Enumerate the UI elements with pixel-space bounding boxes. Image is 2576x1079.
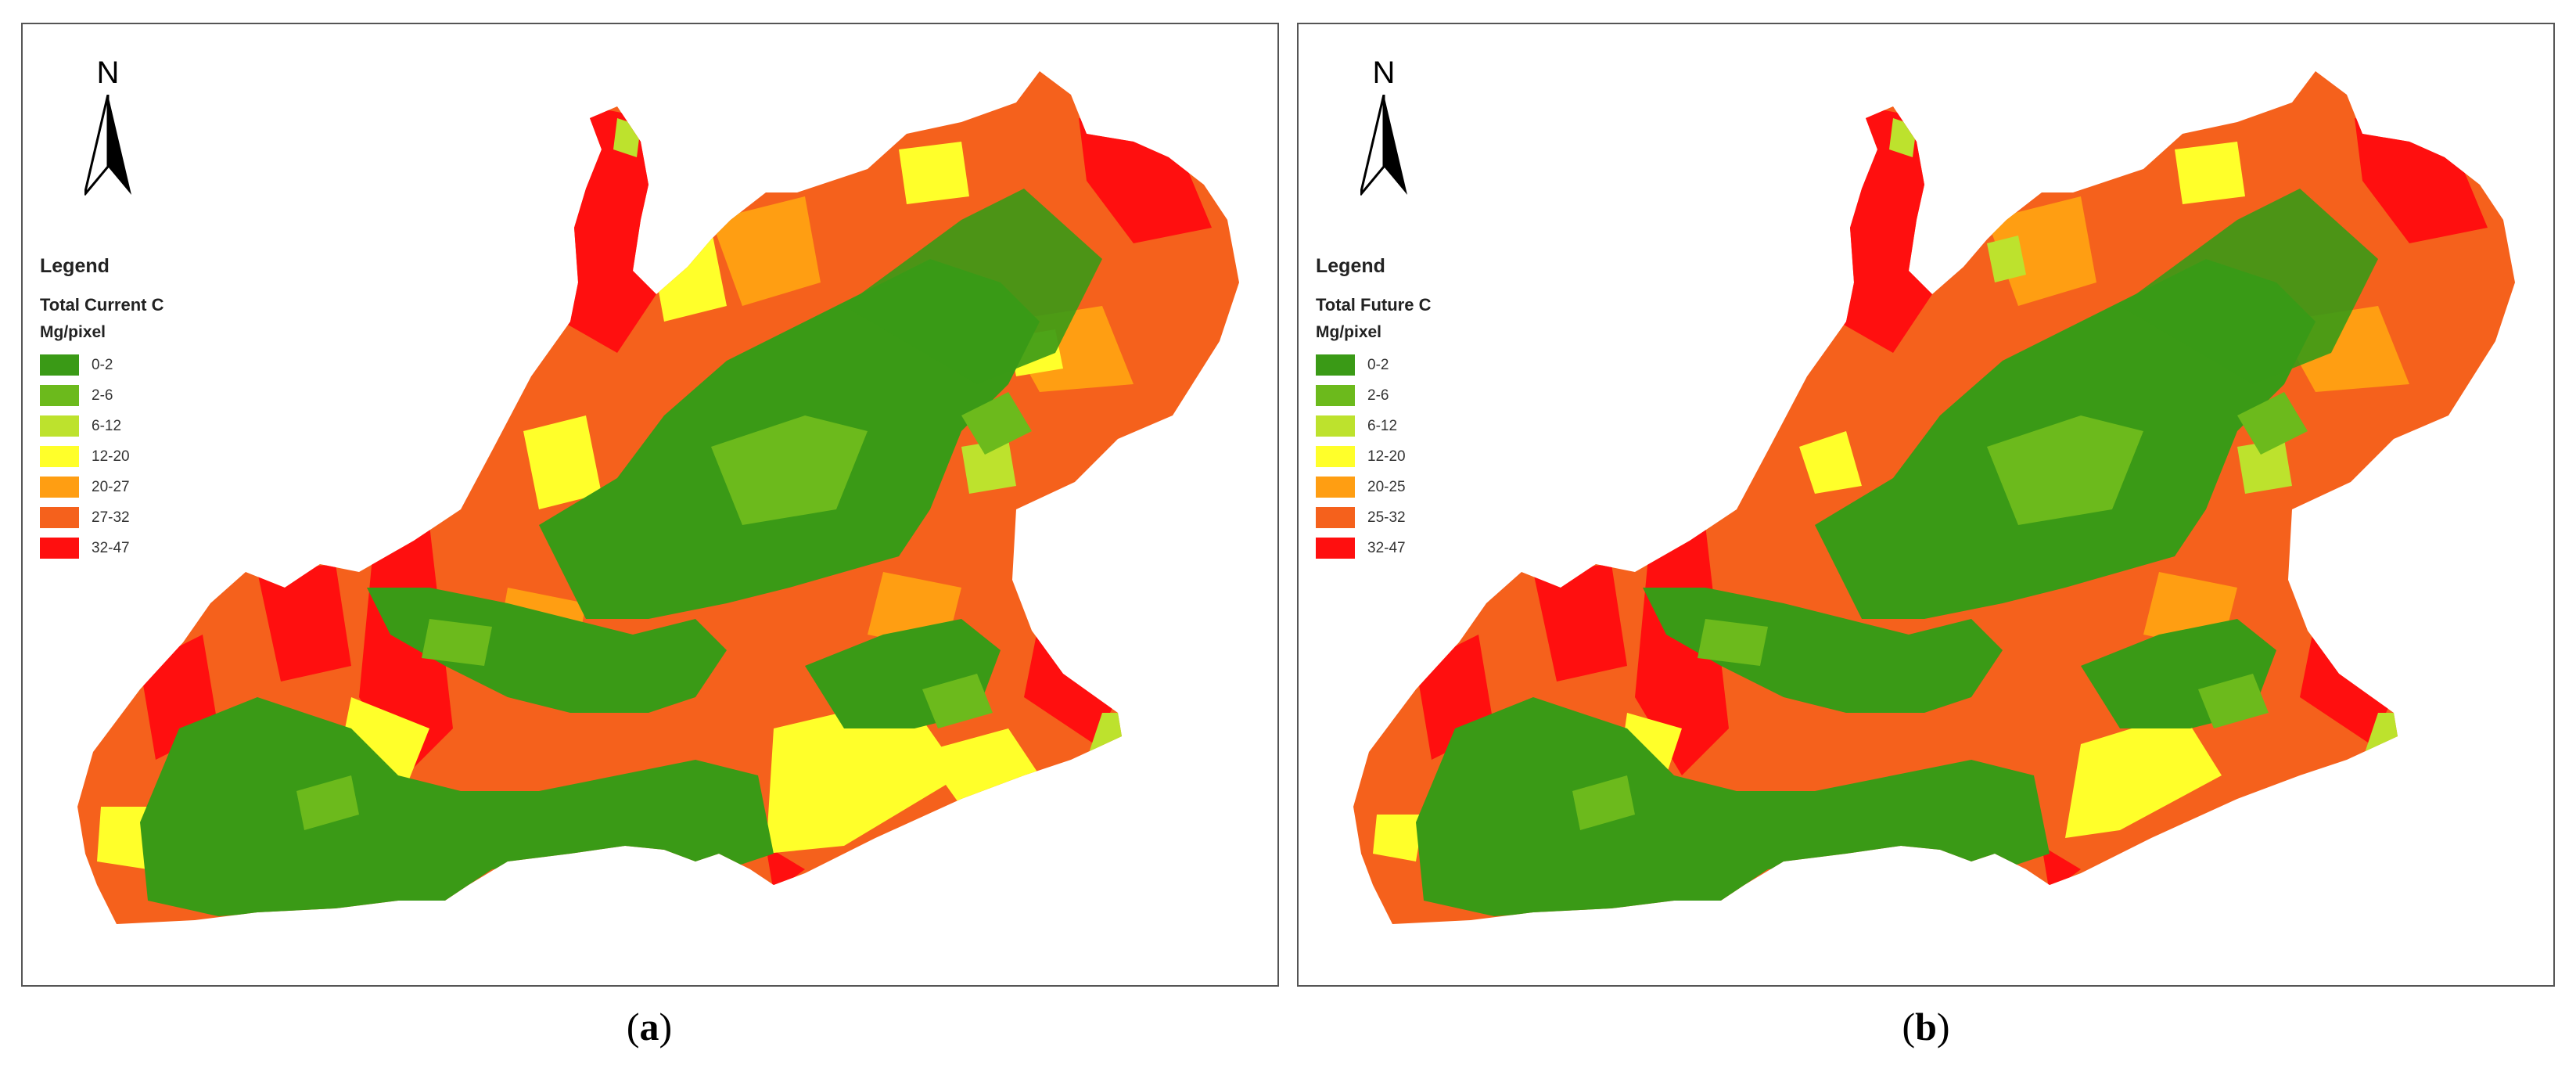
legend-item: 27-32 bbox=[40, 502, 163, 533]
north-arrow-icon bbox=[1360, 95, 1407, 196]
legend-unit: Mg/pixel bbox=[1316, 323, 1382, 341]
legend-item: 6-12 bbox=[1316, 411, 1431, 441]
legend-item: 25-32 bbox=[1316, 502, 1431, 533]
legend-swatch bbox=[1316, 507, 1355, 528]
legend-swatch bbox=[40, 385, 79, 406]
legend-label: 20-25 bbox=[1367, 478, 1406, 495]
legend-item: 0-2 bbox=[40, 350, 163, 380]
legend-item: 12-20 bbox=[1316, 441, 1431, 472]
carbon-map-current bbox=[77, 71, 1239, 924]
legend-swatch bbox=[1316, 415, 1355, 437]
legend-label: 12-20 bbox=[92, 448, 130, 465]
legend-item: 0-2 bbox=[1316, 350, 1431, 380]
north-label: N bbox=[96, 56, 120, 90]
legend: Legend Total Current C Mg/pixel 0-2 2-6 … bbox=[40, 255, 163, 563]
legend-swatch bbox=[40, 507, 79, 528]
legend-swatch bbox=[1316, 446, 1355, 467]
legend-item: 12-20 bbox=[40, 441, 163, 472]
legend-item: 6-12 bbox=[40, 411, 163, 441]
legend-label: 6-12 bbox=[92, 417, 122, 434]
north-arrow-icon bbox=[84, 95, 131, 196]
legend-layer-name: Total Future C bbox=[1316, 295, 1432, 315]
legend-layer-name: Total Current C bbox=[40, 295, 164, 315]
legend-heading: Legend bbox=[40, 255, 110, 277]
legend-swatch bbox=[40, 538, 79, 559]
legend-item: 2-6 bbox=[1316, 380, 1431, 411]
carbon-raster-a bbox=[77, 71, 1239, 924]
caption-a: (a) bbox=[626, 1005, 673, 1048]
legend-swatch bbox=[40, 354, 79, 376]
map-panel-b: N Legend Total Future C Mg/pixel 0-2 2-6… bbox=[1297, 23, 2555, 987]
carbon-map-future bbox=[1353, 71, 2515, 924]
legend-label: 25-32 bbox=[1367, 509, 1406, 526]
legend-label: 12-20 bbox=[1367, 448, 1406, 465]
legend-label: 0-2 bbox=[92, 356, 113, 373]
carbon-raster-b bbox=[1353, 71, 2515, 924]
legend-item: 32-47 bbox=[1316, 533, 1431, 563]
legend-label: 2-6 bbox=[1367, 387, 1389, 404]
map-panel-a: N Legend Total Current C Mg/pixel 0-2 2-… bbox=[21, 23, 1279, 987]
legend-swatch bbox=[40, 446, 79, 467]
legend: Legend Total Future C Mg/pixel 0-2 2-6 6… bbox=[1316, 255, 1431, 563]
north-arrow: N bbox=[81, 54, 135, 210]
legend-item: 20-25 bbox=[1316, 472, 1431, 502]
caption-letter: a bbox=[639, 1005, 659, 1048]
legend-swatch bbox=[1316, 538, 1355, 559]
legend-label: 32-47 bbox=[92, 539, 130, 556]
legend-item: 32-47 bbox=[40, 533, 163, 563]
legend-swatch bbox=[1316, 477, 1355, 498]
legend-swatch bbox=[1316, 385, 1355, 406]
legend-label: 32-47 bbox=[1367, 539, 1406, 556]
legend-label: 6-12 bbox=[1367, 417, 1398, 434]
north-label: N bbox=[1372, 56, 1396, 90]
legend-swatch bbox=[1316, 354, 1355, 376]
legend-item: 2-6 bbox=[40, 380, 163, 411]
legend-label: 27-32 bbox=[92, 509, 130, 526]
caption-letter: b bbox=[1915, 1005, 1937, 1048]
legend-label: 20-27 bbox=[92, 478, 130, 495]
legend-swatch bbox=[40, 415, 79, 437]
legend-unit: Mg/pixel bbox=[40, 323, 106, 341]
legend-label: 2-6 bbox=[92, 387, 113, 404]
legend-item: 20-27 bbox=[40, 472, 163, 502]
north-arrow: N bbox=[1356, 54, 1411, 210]
legend-swatch bbox=[40, 477, 79, 498]
caption-b: (b) bbox=[1902, 1005, 1950, 1048]
legend-heading: Legend bbox=[1316, 255, 1385, 277]
legend-label: 0-2 bbox=[1367, 356, 1389, 373]
